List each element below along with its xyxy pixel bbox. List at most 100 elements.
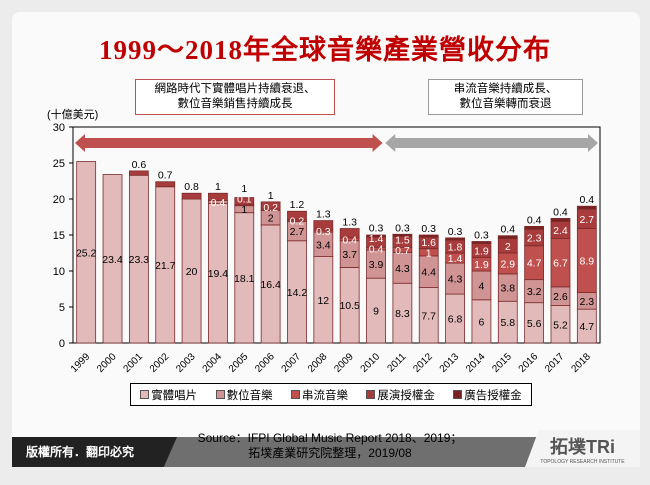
legend: 實體唱片 數位音樂 串流音樂 展演授權金 廣告授權金 [130, 383, 532, 406]
callout-line: 串流音樂持續成長、 [453, 83, 558, 95]
data-label: 4.3 [448, 274, 463, 286]
x-tick-label: 2015 [490, 351, 514, 375]
data-label: 16.4 [260, 279, 281, 291]
bar-segment [339, 228, 360, 239]
y-tick-label: 5 [59, 302, 65, 314]
x-tick-label: 2011 [386, 351, 409, 374]
data-label: 1.4 [369, 233, 384, 245]
x-tick-label: 2013 [438, 351, 462, 375]
bar-segment [524, 225, 545, 230]
x-tick-label: 2006 [253, 351, 277, 375]
data-label: 0.7 [158, 170, 173, 182]
data-label: 7.7 [421, 310, 436, 322]
data-label: 8.9 [580, 256, 595, 268]
y-tick-label: 0 [59, 338, 65, 350]
data-label: 3.8 [500, 283, 515, 295]
bar-segment [550, 218, 571, 222]
x-tick-label: 2001 [121, 351, 145, 375]
source-line: 拓墣產業研究院整理，2019/08 [248, 446, 412, 460]
bar-segment [287, 210, 307, 221]
data-label: 23.3 [129, 254, 150, 266]
y-tick-label: 10 [53, 266, 65, 278]
x-tick-label: 2010 [359, 351, 383, 375]
data-label: 0.3 [474, 229, 489, 241]
legend-item: 串流音樂 [290, 387, 348, 403]
bar-segment [471, 241, 492, 245]
bar-segment [234, 197, 255, 206]
data-label: 1.4 [448, 253, 463, 265]
data-label: 0.4 [553, 206, 568, 218]
legend-label: 串流音樂 [301, 389, 348, 402]
x-tick-label: 2008 [306, 351, 330, 375]
x-tick-label: 2002 [148, 351, 172, 375]
data-label: 25.2 [76, 247, 97, 259]
x-tick-label: 2003 [174, 351, 198, 375]
bar-segment [76, 161, 97, 344]
callout-left: 網路時代下實體唱片持續衰退、 數位音樂銷售持續成長 [135, 79, 335, 115]
data-label: 0.4 [369, 244, 384, 256]
data-label: 4 [479, 280, 485, 292]
callout-line: 數位音樂銷售持續成長 [177, 98, 293, 110]
data-label: 3.7 [342, 249, 357, 261]
plot-area [72, 126, 601, 344]
callout-line: 網路時代下實體唱片持續衰退、 [154, 83, 316, 95]
bar-segment [155, 181, 176, 188]
data-label: 0.4 [500, 224, 515, 236]
data-label: 0.4 [211, 197, 226, 209]
legend-label: 實體唱片 [151, 389, 198, 402]
data-label: 8.3 [395, 308, 410, 320]
data-label: 0.6 [132, 159, 147, 171]
data-label: 0.8 [184, 181, 199, 193]
data-label: 1.3 [342, 217, 357, 229]
x-tick-label: 2012 [411, 351, 435, 375]
data-label: 6.7 [553, 258, 568, 270]
legend-item: 展演授權金 [366, 387, 435, 403]
data-label: 6 [479, 316, 485, 328]
data-label: 0.7 [395, 245, 410, 257]
legend-label: 數位音樂 [226, 389, 273, 402]
data-label: 2 [268, 213, 274, 225]
x-tick-label: 2004 [201, 351, 225, 375]
data-label: 0.4 [527, 214, 542, 226]
data-label: 4.4 [421, 267, 436, 279]
data-label: 0.1 [237, 194, 252, 206]
data-label: 1.5 [395, 234, 410, 246]
data-label: 0.3 [448, 226, 463, 238]
data-label: 10.5 [339, 300, 360, 312]
legend-item: 數位音樂 [215, 387, 273, 403]
y-axis-label: (十億美元) [47, 109, 99, 121]
data-label: 1 [241, 183, 247, 195]
logo: 拓墣TRi TOPOLOGY RESEARCH INSTITUTE [525, 430, 640, 467]
bar-segment [497, 235, 518, 240]
data-label: 2.4 [553, 225, 568, 237]
y-tick-label: 20 [53, 194, 65, 206]
data-label: 0.3 [395, 222, 410, 234]
copyright: 版權所有．翻印必究 [12, 437, 177, 467]
callout-line: 數位音樂轉而衰退 [459, 98, 552, 110]
data-label: 4.7 [580, 321, 595, 333]
bar-segment [313, 220, 334, 231]
legend-swatch [215, 390, 225, 399]
data-label: 0.3 [316, 226, 331, 238]
y-tick-label: 15 [53, 230, 65, 242]
bar-segment [366, 234, 386, 238]
data-label: 4.7 [527, 258, 542, 270]
bar-segment [418, 234, 439, 238]
bar-segment [260, 201, 281, 210]
data-label: 1 [215, 181, 221, 193]
bar-segment [181, 192, 202, 200]
data-label: 3.4 [316, 239, 331, 251]
data-label: 3.2 [527, 286, 542, 298]
data-label: 2.7 [290, 226, 305, 238]
bar-segment [445, 237, 465, 241]
legend-label: 廣告授權金 [464, 389, 522, 402]
source-note: Source：IFPI Global Music Report 2018、201… [180, 431, 480, 461]
callout-right: 串流音樂持續成長、 數位音樂轉而衰退 [428, 79, 583, 115]
data-label: 12 [317, 295, 329, 307]
period-arrow [385, 134, 598, 152]
data-label: 2.7 [580, 214, 595, 226]
data-label: 0.4 [580, 194, 595, 206]
data-label: 0.2 [290, 216, 305, 228]
data-label: 0.4 [342, 234, 357, 246]
data-label: 23.4 [102, 254, 123, 266]
